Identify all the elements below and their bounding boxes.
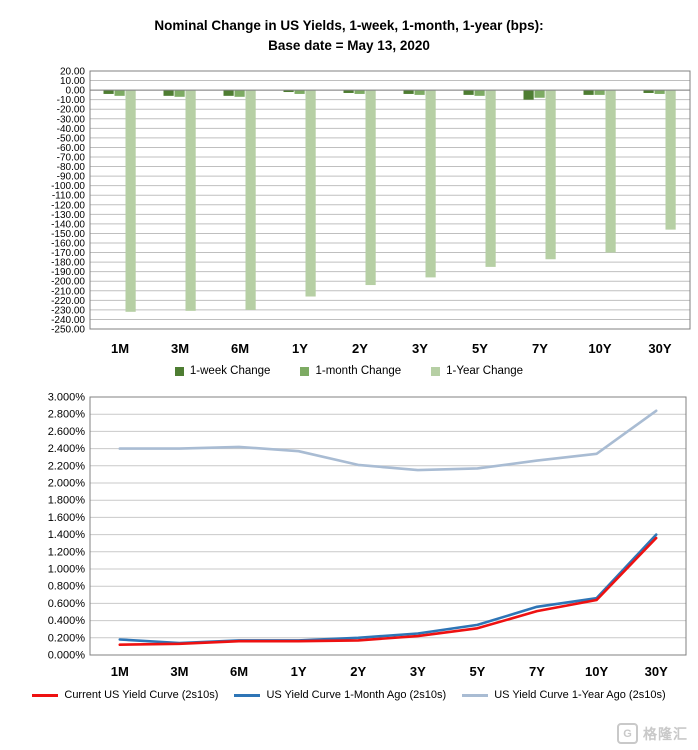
line-series xyxy=(118,409,658,647)
legend-item-1month-ago-curve: US Yield Curve 1-Month Ago (2s10s) xyxy=(234,689,446,701)
legend-item-1week: 1-week Change xyxy=(174,365,271,378)
svg-text:-190.00: -190.00 xyxy=(51,267,85,278)
svg-text:-180.00: -180.00 xyxy=(51,258,85,269)
svg-text:2.800%: 2.800% xyxy=(48,409,86,421)
svg-text:7Y: 7Y xyxy=(532,341,548,356)
svg-text:3.000%: 3.000% xyxy=(48,392,86,404)
svg-text:7Y: 7Y xyxy=(529,664,545,679)
svg-text:10Y: 10Y xyxy=(585,664,608,679)
legend-label-1month: 1-month Change xyxy=(315,365,402,378)
legend-label-1month-ago-curve: US Yield Curve 1-Month Ago (2s10s) xyxy=(266,689,447,702)
svg-text:-60.00: -60.00 xyxy=(57,143,86,154)
legend-label-current-curve: Current US Yield Curve (2s10s) xyxy=(64,689,219,702)
legend-label-1year: 1-Year Change xyxy=(446,365,524,378)
line-chart: 3.000% 2.800% 2.600% 2.400% 2.200% 2.000% 1.80… xyxy=(48,392,687,679)
svg-text:2.600%: 2.600% xyxy=(48,426,86,438)
svg-text:-20.00: -20.00 xyxy=(57,105,86,116)
svg-text:1.400%: 1.400% xyxy=(48,529,86,541)
svg-text:-90.00: -90.00 xyxy=(57,172,86,183)
legend-swatch-1month xyxy=(300,366,310,376)
svg-text:0.800%: 0.800% xyxy=(48,581,86,593)
svg-text:-120.00: -120.00 xyxy=(51,200,85,211)
svg-text:30Y: 30Y xyxy=(645,664,668,679)
watermark-logo-icon: G xyxy=(617,723,638,744)
svg-text:6M: 6M xyxy=(231,341,249,356)
bar-chart-legend: 1-week Change 1-month Change 1-Year Chan… xyxy=(0,365,698,377)
svg-text:3Y: 3Y xyxy=(410,664,426,679)
legend-swatch-1week xyxy=(174,366,184,376)
legend-swatch-1year xyxy=(431,366,441,376)
legend-item-current-curve: Current US Yield Curve (2s10s) xyxy=(32,689,218,701)
svg-text:-70.00: -70.00 xyxy=(57,153,86,164)
svg-text:-80.00: -80.00 xyxy=(57,162,86,173)
svg-text:-210.00: -210.00 xyxy=(51,286,85,297)
svg-text:-220.00: -220.00 xyxy=(51,296,85,307)
svg-text:-170.00: -170.00 xyxy=(51,248,85,259)
svg-text:3Y: 3Y xyxy=(412,341,428,356)
watermark: G 格隆汇 xyxy=(617,723,688,744)
svg-text:-110.00: -110.00 xyxy=(52,191,86,202)
svg-text:30Y: 30Y xyxy=(648,341,671,356)
legend-item-1month: 1-month Change xyxy=(300,365,401,377)
svg-text:0.400%: 0.400% xyxy=(48,615,86,627)
svg-text:-40.00: -40.00 xyxy=(57,124,86,135)
legend-item-1year: 1-Year Change xyxy=(431,365,523,377)
legend-swatch-1month-ago-curve xyxy=(234,693,261,697)
chart-title-line2: Base date = May 13, 2020 xyxy=(268,37,430,53)
svg-text:-230.00: -230.00 xyxy=(51,306,85,317)
svg-text:0.200%: 0.200% xyxy=(48,632,86,644)
svg-text:5Y: 5Y xyxy=(472,341,488,356)
svg-text:0.600%: 0.600% xyxy=(48,598,86,610)
svg-text:-240.00: -240.00 xyxy=(51,315,85,326)
line-chart-legend: Current US Yield Curve (2s10s) US Yield … xyxy=(0,689,698,701)
svg-text:2.200%: 2.200% xyxy=(48,460,86,472)
svg-text:-140.00: -140.00 xyxy=(51,220,85,231)
chart-title: Nominal Change in US Yields, 1-week, 1-m… xyxy=(0,0,698,55)
svg-text:1.000%: 1.000% xyxy=(48,564,86,576)
svg-text:-200.00: -200.00 xyxy=(51,277,85,288)
svg-text:6M: 6M xyxy=(230,664,248,679)
svg-text:10.00: 10.00 xyxy=(60,76,85,87)
svg-text:0.00: 0.00 xyxy=(66,86,86,97)
svg-text:-50.00: -50.00 xyxy=(57,134,86,145)
svg-text:-10.00: -10.00 xyxy=(57,95,86,106)
svg-text:1.200%: 1.200% xyxy=(48,546,86,558)
svg-text:2Y: 2Y xyxy=(350,664,366,679)
svg-text:-30.00: -30.00 xyxy=(57,114,86,125)
svg-text:10Y: 10Y xyxy=(588,341,611,356)
svg-text:1Y: 1Y xyxy=(292,341,308,356)
watermark-text: 格隆汇 xyxy=(643,725,688,742)
svg-text:20.00: 20.00 xyxy=(60,67,85,78)
legend-label-1year-ago-curve: US Yield Curve 1-Year Ago (2s10s) xyxy=(494,689,666,702)
svg-text:2Y: 2Y xyxy=(352,341,368,356)
svg-text:-250.00: -250.00 xyxy=(51,325,85,336)
legend-label-1week: 1-week Change xyxy=(189,365,271,378)
svg-text:5Y: 5Y xyxy=(469,664,485,679)
svg-text:1M: 1M xyxy=(111,664,129,679)
svg-text:3M: 3M xyxy=(170,664,188,679)
bar-series xyxy=(103,90,676,312)
legend-item-1year-ago-curve: US Yield Curve 1-Year Ago (2s10s) xyxy=(462,689,666,702)
svg-text:-130.00: -130.00 xyxy=(51,210,85,221)
svg-text:-150.00: -150.00 xyxy=(51,229,85,240)
svg-text:0.000%: 0.000% xyxy=(48,650,86,662)
svg-text:1.800%: 1.800% xyxy=(48,495,86,507)
y-gridlines: 3.000% 2.800% 2.600% 2.400% 2.200% 2.000% 1.80… xyxy=(48,392,686,662)
legend-swatch-1year-ago-curve xyxy=(462,693,489,697)
svg-text:-160.00: -160.00 xyxy=(51,239,85,250)
svg-text:2.000%: 2.000% xyxy=(48,478,86,490)
bar-chart: 20.0010.000.00-10.00-20.00-30.00-40.00-5… xyxy=(51,67,691,356)
legend-swatch-current-curve xyxy=(32,693,59,697)
chart-title-line1: Nominal Change in US Yields, 1-week, 1-m… xyxy=(154,18,544,33)
svg-text:3M: 3M xyxy=(171,341,189,356)
svg-text:1.600%: 1.600% xyxy=(48,512,86,524)
svg-text:-100.00: -100.00 xyxy=(51,181,85,192)
svg-text:2.400%: 2.400% xyxy=(48,443,86,455)
svg-text:1Y: 1Y xyxy=(291,664,307,679)
svg-text:1M: 1M xyxy=(111,341,129,356)
